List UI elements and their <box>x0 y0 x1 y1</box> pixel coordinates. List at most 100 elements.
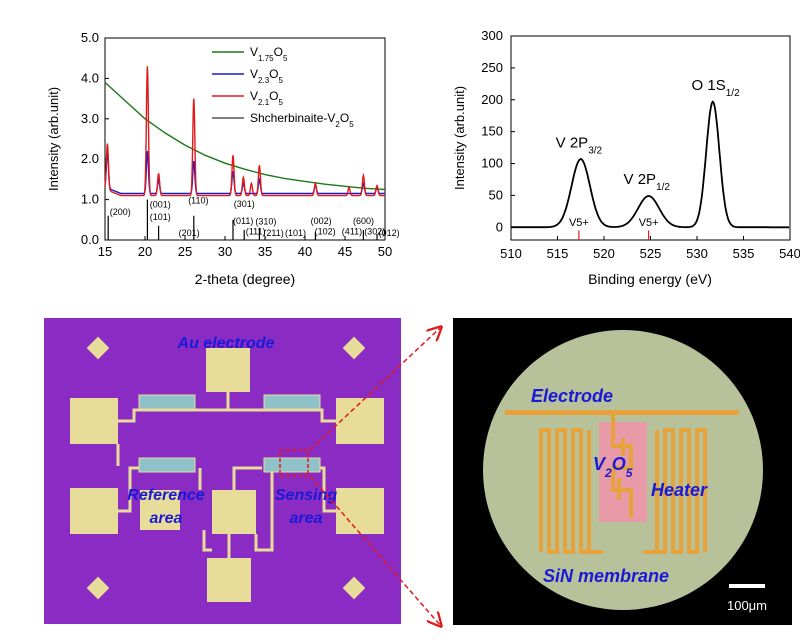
v2o5-label: V2O5 <box>593 454 633 480</box>
xps-xtick-label-2: 520 <box>593 246 615 261</box>
xrd-xtick-label-2: 25 <box>178 244 192 259</box>
xrd-miller-index-2: (101) <box>150 212 171 222</box>
xps-peak-label-1: V 2P1/2 <box>624 171 671 193</box>
xps-chart: 510 515 520 525 530 535 540050100150200250300 … <box>452 28 800 287</box>
membrane-photo-svg: Electrode V2O5 Heater SiN membrane 100μm <box>453 318 792 625</box>
reference-area-label-1: Reference <box>127 487 204 504</box>
xps-peak-label-2: O 1S1/2 <box>692 77 741 99</box>
zoom-arrow-top <box>309 328 440 451</box>
xps-ytick-label-0: 0 <box>496 219 503 234</box>
xrd-miller-index-15: (302) <box>364 226 385 236</box>
xrd-ytick-label-3: 3.0 <box>81 111 99 126</box>
pad-top-center <box>206 348 250 392</box>
electrode-label: Electrode <box>531 386 613 406</box>
interdigit-electrodes <box>611 415 633 518</box>
xrd-series-line-0 <box>104 81 386 191</box>
scale-bar-label: 100μm <box>727 598 767 613</box>
xps-ylabel: Intensity (arb.unit) <box>452 86 467 190</box>
element-top-right <box>263 394 321 410</box>
pad-left-lower <box>70 488 118 534</box>
xps-ytick-label-6: 300 <box>481 28 503 43</box>
au-electrode-label: Au electrode <box>177 335 275 352</box>
pad-center-right <box>212 490 256 534</box>
pad-bottom-center <box>207 558 251 602</box>
alignment-mark-bottom-right <box>342 576 366 600</box>
xrd-xtick-label-6: 45 <box>338 244 352 259</box>
xps-ytick-label-1: 50 <box>489 187 503 202</box>
reference-area-label-2: area <box>150 510 183 527</box>
xrd-xtick-label-1: 20 <box>138 244 152 259</box>
xrd-miller-index-8: (111) <box>246 226 266 236</box>
heater-meander <box>539 428 707 554</box>
xps-marker-label-1: V5+ <box>639 217 659 229</box>
xrd-miller-index-9: (211) <box>263 228 283 238</box>
pad-right-lower <box>336 488 384 534</box>
xps-ytick-label-5: 250 <box>481 60 503 75</box>
element-top-left <box>138 394 196 410</box>
xps-xtick-label-6: 540 <box>779 246 800 261</box>
xrd-miller-index-4: (201) <box>179 228 200 238</box>
xps-xlabel: Binding energy (eV) <box>588 271 712 287</box>
device-photo-left: Au electrode Reference area Sensing area <box>44 318 401 624</box>
xrd-miller-index-12: (102) <box>315 226 336 236</box>
electrode-bar <box>505 410 739 415</box>
device-photo-right: Electrode V2O5 Heater SiN membrane 100μm <box>453 318 792 625</box>
xrd-miller-index-11: (002) <box>311 216 332 226</box>
xps-xtick-label-3: 525 <box>640 246 662 261</box>
xrd-legend-label-2: V2.1O5 <box>250 89 283 107</box>
xrd-xtick-label-5: 40 <box>298 244 312 259</box>
heater-label: Heater <box>651 480 708 500</box>
xps-ytick-label-4: 200 <box>481 92 503 107</box>
xrd-miller-index-13: (411) <box>342 226 362 236</box>
xrd-xtick-label-4: 35 <box>258 244 272 259</box>
xrd-xtick-label-0: 15 <box>98 244 112 259</box>
xps-ytick-label-2: 100 <box>481 156 503 171</box>
xrd-ytick-label-0: 0.0 <box>81 232 99 247</box>
xrd-ytick-label-4: 4.0 <box>81 70 99 85</box>
scale-bar <box>729 584 765 588</box>
xrd-legend-label-0: V1.75O5 <box>250 45 288 63</box>
xrd-xlabel: 2-theta (degree) <box>195 271 295 287</box>
xrd-miller-index-14: (600) <box>353 216 374 226</box>
xrd-chart-panel: 15 20 25 30 35 40 45 50 0.0 1.0 2.0 3.0 4.0 5.0 (200)… <box>0 0 400 300</box>
xps-chart-panel: 510 515 520 525 530 535 540 0 50 100 150 200 250 300 … <box>400 0 800 300</box>
xrd-legend-label-3: Shcherbinaite-V2O5 <box>250 111 354 129</box>
xps-peak-label-0: V 2P3/2 <box>556 135 603 157</box>
xrd-miller-index-6: (011) <box>233 216 253 226</box>
xrd-miller-index-5: (301) <box>234 199 255 209</box>
xrd-miller-index-0: (200) <box>110 207 131 217</box>
xrd-miller-index-16: (012) <box>379 228 400 238</box>
xrd-miller-index-7: (310) <box>255 217 276 227</box>
xps-plot-frame <box>510 35 791 241</box>
xrd-ytick-label-2: 2.0 <box>81 151 99 166</box>
xrd-series-line-2 <box>104 66 385 197</box>
xrd-ytick-label-1: 1.0 <box>81 192 99 207</box>
pad-center-left <box>140 490 180 530</box>
xrd-miller-index-10: (101) <box>285 228 306 238</box>
pad-left-upper <box>70 398 118 444</box>
xrd-plot-frame <box>104 37 386 241</box>
sensing-area-label-2: area <box>290 510 323 527</box>
xps-xtick-label-5: 535 <box>733 246 755 261</box>
xrd-chart: 15 20 25 30 35 40 45 50 0.0 1.0 2.0 3.0 4.0 5.0 (200)… <box>46 30 400 287</box>
xps-ytick-label-3: 150 <box>481 124 503 139</box>
xrd-xtick-label-7: 50 <box>378 244 392 259</box>
sensing-highlight-box <box>279 449 309 477</box>
device-photo-svg: Au electrode Reference area Sensing area <box>44 318 401 624</box>
membrane-label: SiN membrane <box>543 566 669 586</box>
xps-marker-label-0: V5+ <box>569 217 589 229</box>
sensing-element <box>263 457 321 473</box>
xrd-ytick-label-5: 5.0 <box>81 30 99 45</box>
xps-xtick-label-0: 510 <box>500 246 522 261</box>
zoom-arrow-bottom <box>309 475 440 625</box>
xrd-xtick-label-3: 30 <box>218 244 232 259</box>
xrd-ylabel: Intensity (arb.unit) <box>46 87 61 191</box>
sensing-area-label-1: Sensing <box>275 487 337 504</box>
xps-series-line-0 <box>511 100 790 229</box>
xrd-miller-index-1: (001) <box>150 200 171 210</box>
xps-xtick-label-4: 530 <box>686 246 708 261</box>
xrd-legend-label-1: V2.3O5 <box>250 67 283 85</box>
pad-right-upper <box>336 398 384 444</box>
reference-element <box>138 457 196 473</box>
